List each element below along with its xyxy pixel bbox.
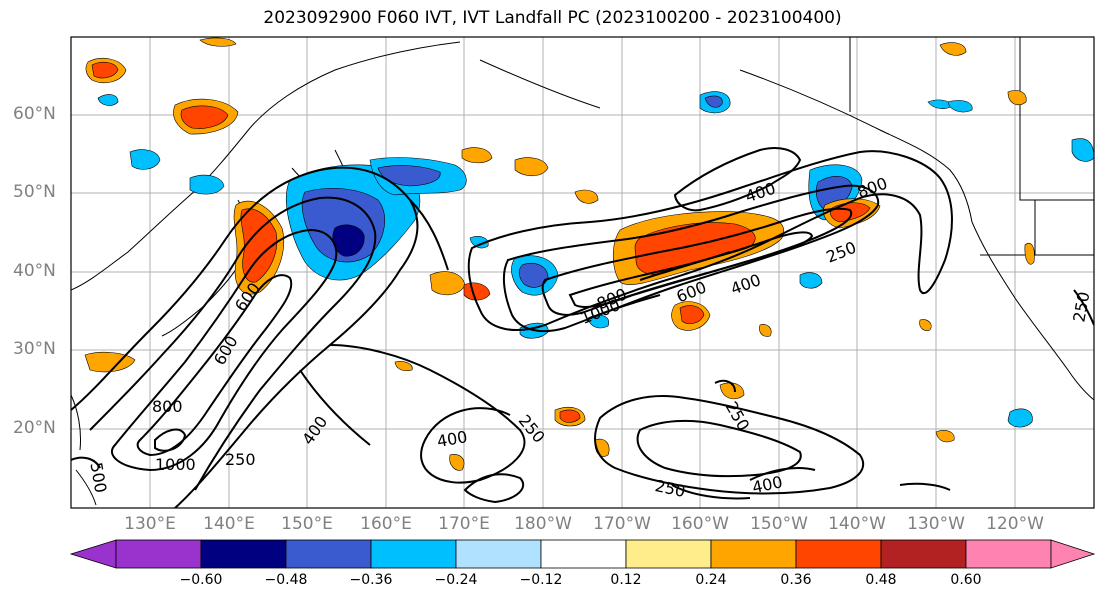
map-title: 2023092900 F060 IVT, IVT Landfall PC (20… — [263, 8, 842, 28]
colorbar-segment — [455, 539, 542, 569]
colorbar-segment — [370, 539, 457, 569]
lon-label: 150°E — [281, 514, 333, 534]
contour-label: 250 — [515, 411, 549, 447]
lat-label: 40°N — [13, 261, 56, 281]
contour-label: 400 — [728, 270, 763, 298]
colorbar-segment — [115, 539, 202, 569]
contour-label: 800 — [152, 397, 183, 416]
map-plot-area: 400 800 250 400 600 800 1000 600 800 100… — [71, 37, 1094, 508]
colorbar-tick-label: −0.36 — [349, 572, 393, 588]
lat-label: 50°N — [13, 182, 56, 202]
colorbar-tick-label: 0.24 — [695, 572, 727, 588]
lon-label: 160°E — [360, 514, 412, 534]
colorbar-extend-left — [69, 539, 117, 569]
colorbar-segment — [710, 539, 797, 569]
lon-label: 120°W — [986, 514, 1044, 534]
colorbar-tick-label: −0.24 — [434, 572, 478, 588]
colorbar-tick-label: −0.60 — [179, 572, 223, 588]
lon-label: 140°W — [828, 514, 886, 534]
lon-label: 140°E — [203, 514, 255, 534]
lon-label: 170°W — [593, 514, 651, 534]
colorbar-segment — [965, 539, 1052, 569]
lon-label: 170°E — [438, 514, 490, 534]
colorbar-segment — [880, 539, 967, 569]
coastlines — [71, 37, 1094, 506]
negative-shading — [97, 91, 1094, 428]
colorbar-segment — [200, 539, 287, 569]
lon-label: 180°W — [514, 514, 572, 534]
lat-label: 30°N — [13, 339, 56, 359]
contour-label: 1000 — [155, 455, 196, 474]
ivt-contours — [71, 147, 1094, 508]
colorbar — [69, 539, 1096, 569]
lon-label: 160°W — [671, 514, 729, 534]
colorbar-segment — [795, 539, 882, 569]
lon-label: 130°E — [124, 514, 176, 534]
colorbar-extend-right — [1050, 539, 1096, 569]
colorbar-tick-label: −0.12 — [519, 572, 563, 588]
contour-label: 250 — [1069, 290, 1093, 323]
positive-shading — [84, 37, 1035, 471]
colorbar-segment — [625, 539, 712, 569]
colorbar-tick-label: 0.12 — [610, 572, 642, 588]
contour-label: 250 — [225, 450, 256, 469]
colorbar-tick-label: −0.48 — [264, 572, 308, 588]
colorbar-tick-label: 0.36 — [780, 572, 812, 588]
contour-label: 250 — [653, 476, 687, 501]
colorbar-segment — [285, 539, 372, 569]
lat-label: 20°N — [13, 418, 56, 438]
lon-label: 150°W — [750, 514, 808, 534]
contour-label: 500 — [86, 461, 110, 494]
contour-label: 400 — [298, 412, 331, 448]
lat-label: 60°N — [13, 104, 56, 124]
colorbar-segment — [540, 539, 627, 569]
map-frame — [70, 36, 1095, 509]
contour-label: 250 — [823, 238, 858, 267]
gridlines — [71, 37, 1094, 508]
colorbar-tick-label: 0.48 — [865, 572, 897, 588]
lon-label: 130°W — [907, 514, 965, 534]
colorbar-tick-label: 0.60 — [950, 572, 982, 588]
